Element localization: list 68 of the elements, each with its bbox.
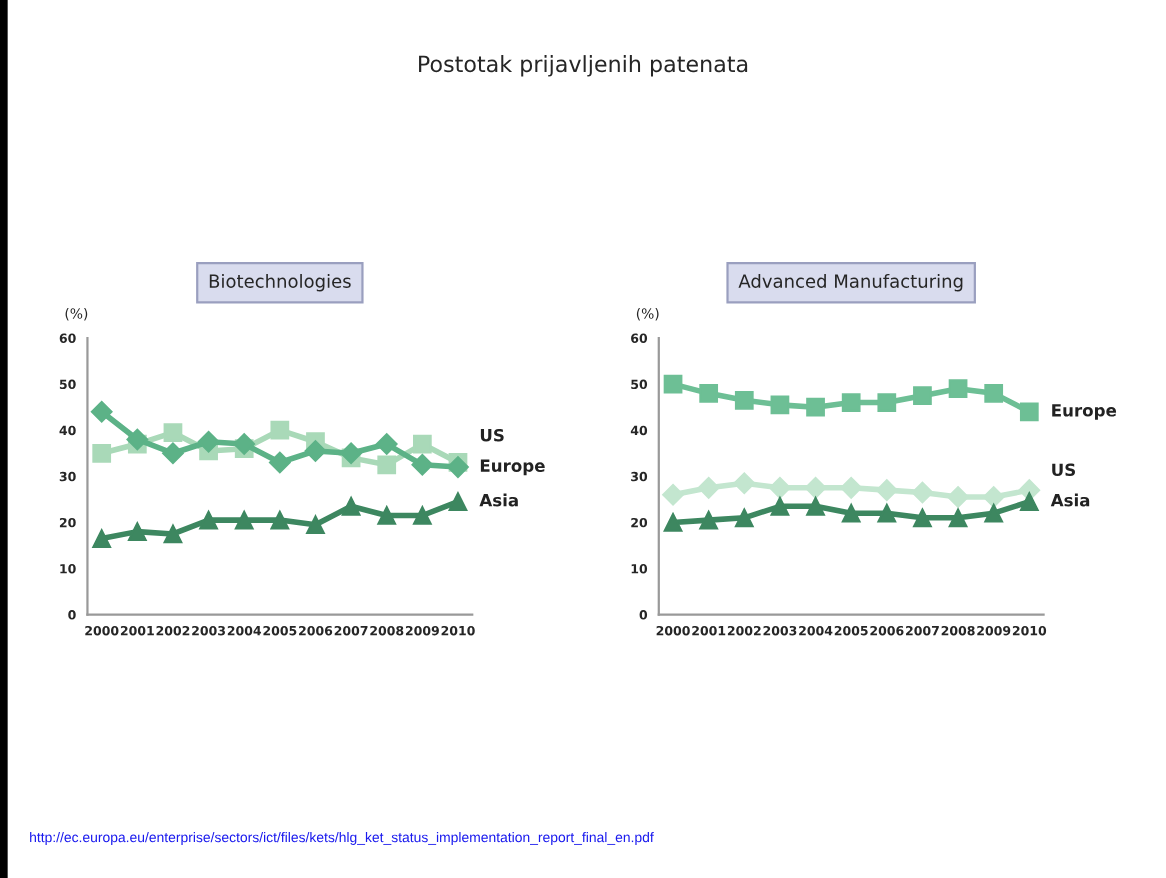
point: [447, 456, 469, 478]
point: [127, 522, 147, 541]
point: [806, 496, 825, 516]
point: [234, 510, 254, 530]
point: [913, 386, 932, 406]
point: [770, 395, 790, 415]
point: [268, 451, 291, 474]
text: Postotak prijavljenih patenata: [419, 55, 748, 77]
point: [840, 476, 863, 499]
point: [92, 443, 112, 463]
point: [733, 472, 756, 495]
point: [770, 496, 790, 516]
point: [411, 453, 434, 476]
point: [377, 455, 397, 475]
point: [734, 390, 754, 410]
point: [92, 529, 112, 548]
point: [375, 433, 398, 455]
point: [197, 430, 220, 453]
chart-title: Biotechnologies: [209, 273, 351, 292]
point: [377, 506, 397, 525]
point: [877, 393, 897, 412]
point: [662, 483, 684, 506]
point: [199, 510, 218, 530]
point: [948, 508, 968, 528]
series-label: Europe: [480, 459, 545, 476]
point: [90, 400, 113, 423]
point: [804, 476, 827, 499]
point: [913, 508, 932, 528]
point: [126, 428, 149, 451]
point: [1019, 402, 1039, 422]
series-label: Asia: [479, 493, 518, 507]
point: [984, 383, 1004, 403]
series-label: Europe: [1052, 404, 1117, 420]
point: [233, 433, 256, 455]
point: [699, 383, 719, 403]
point: [163, 524, 183, 544]
point: [982, 486, 1005, 508]
series-label: Asia: [1050, 493, 1090, 507]
point: [663, 513, 683, 532]
point: [947, 486, 969, 508]
point: [340, 442, 362, 465]
point: [877, 503, 897, 523]
point: [448, 492, 468, 512]
point: [948, 379, 968, 399]
point: [841, 393, 861, 412]
point: [769, 476, 791, 499]
point: [806, 397, 825, 417]
point: [1019, 492, 1039, 512]
point: [699, 510, 719, 530]
point: [162, 442, 184, 465]
point: [163, 423, 183, 442]
point: [663, 374, 683, 394]
point: [841, 503, 861, 523]
point: [341, 496, 361, 516]
point: [697, 476, 720, 499]
point: [270, 510, 290, 530]
series-label: US: [1052, 463, 1076, 477]
point: [270, 420, 290, 440]
point: [412, 506, 432, 525]
point: [306, 515, 325, 535]
chart-title: Advanced Manufacturing: [738, 273, 963, 292]
point: [734, 508, 754, 528]
point: [875, 479, 898, 502]
point: [304, 440, 327, 462]
point: [412, 434, 432, 454]
series-label: US: [480, 428, 504, 442]
point: [911, 481, 934, 504]
point: [984, 503, 1004, 523]
